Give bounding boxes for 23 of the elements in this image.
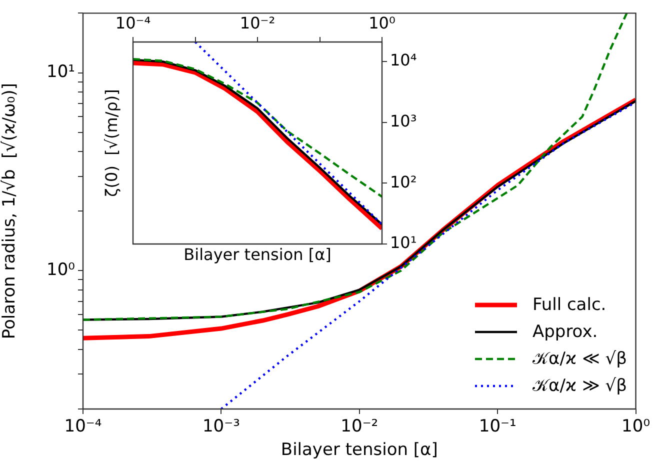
y-tick-label: 10¹ — [46, 62, 75, 82]
legend-label: 𝒦α/ϰ ≪ √β — [532, 348, 627, 368]
line-series — [194, 42, 382, 226]
x-axis-title: Bilayer tension [α] — [184, 245, 332, 264]
legend-label: Approx. — [532, 322, 598, 342]
y-axis-title: ζ(0) [√(m/ρ)] — [102, 89, 122, 197]
y-tick-label: 10³ — [390, 112, 417, 131]
legend-label: 𝒦α/ϰ ≫ √β — [532, 376, 627, 396]
y-tick-label: 10² — [390, 172, 417, 192]
x-axis-title: Bilayer tension [α] — [280, 440, 438, 460]
legend-label: Full calc. — [532, 294, 606, 314]
x-tick-label: 10⁰ — [368, 14, 396, 33]
x-tick-label: 10⁻³ — [202, 416, 240, 437]
x-tick-label: 10⁻² — [240, 14, 276, 33]
x-tick-label: 10⁻⁴ — [115, 14, 151, 33]
x-tick-label: 10⁻⁴ — [64, 416, 102, 437]
x-tick-label: 10⁰ — [622, 416, 650, 437]
x-tick-label: 10⁻² — [340, 416, 378, 437]
y-axis-title: Polaron radius, 1/√b [√(ϰ/ω₀)] — [0, 83, 20, 340]
y-tick-label: 10¹ — [390, 233, 417, 252]
x-tick-label: 10⁻¹ — [478, 416, 516, 437]
y-tick-label: 10⁴ — [390, 50, 417, 70]
line-series — [133, 58, 382, 198]
